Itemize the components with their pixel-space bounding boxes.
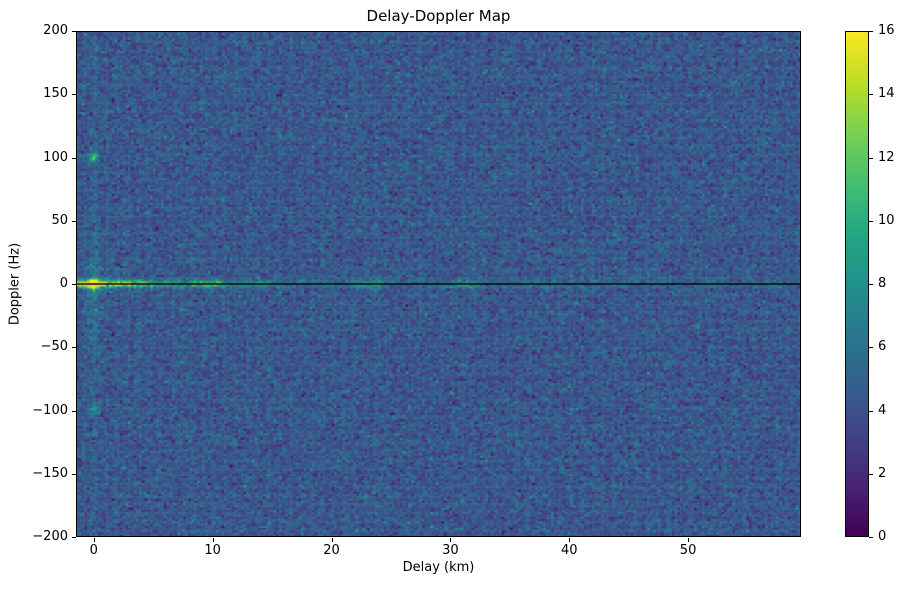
x-tick-mark [212, 538, 214, 542]
y-tick-label: 100 [43, 149, 68, 165]
x-tick-label: 40 [560, 543, 578, 558]
y-tick-label: −200 [32, 529, 68, 544]
x-tick-label: 20 [323, 543, 340, 558]
colorbar-tick-mark [869, 220, 873, 222]
x-tick-mark [93, 538, 95, 542]
x-tick-mark [569, 538, 571, 542]
colorbar-tick-label: 12 [878, 149, 895, 165]
colorbar-tick-label: 14 [878, 86, 895, 102]
y-tick-label: 200 [43, 23, 68, 38]
x-tick-label: 30 [442, 543, 459, 558]
y-tick-mark [72, 284, 76, 285]
colorbar-tick-label: 4 [878, 402, 887, 418]
colorbar-tick-mark [869, 94, 873, 96]
y-tick-mark [72, 31, 76, 32]
colorbar-tick-label: 16 [878, 23, 895, 38]
colorbar-tick-label: 2 [878, 465, 887, 481]
colorbar-tick-label: 10 [878, 212, 895, 228]
y-axis-label: Doppler (Hz) [7, 242, 23, 326]
heatmap-canvas [76, 31, 801, 537]
y-tick-label: 0 [59, 276, 68, 291]
colorbar-tick-mark [869, 31, 873, 32]
x-axis-label: Delay (km) [402, 560, 475, 575]
y-tick-label: 150 [43, 86, 68, 102]
y-tick-mark [72, 220, 76, 222]
y-tick-mark [72, 157, 76, 159]
y-tick-mark [72, 537, 76, 538]
x-tick-label: 0 [89, 543, 98, 558]
colorbar-tick-mark [869, 537, 873, 538]
y-tick-mark [72, 94, 76, 96]
x-tick-mark [331, 538, 333, 542]
colorbar-tick-mark [869, 157, 873, 159]
colorbar-tick-label: 8 [878, 276, 887, 291]
colorbar-tick-label: 6 [878, 339, 887, 355]
colorbar-tick-mark [869, 410, 873, 412]
x-tick-mark [688, 538, 690, 542]
colorbar-gradient [845, 31, 869, 537]
colorbar-tick-mark [869, 473, 873, 475]
colorbar-tick-label: 0 [878, 529, 887, 544]
y-tick-mark [72, 473, 76, 475]
x-tick-label: 10 [204, 543, 221, 558]
x-tick-mark [450, 538, 452, 542]
y-tick-label: 50 [51, 212, 68, 228]
y-tick-label: −50 [40, 339, 68, 355]
colorbar-tick-mark [869, 347, 873, 349]
y-tick-label: −150 [32, 465, 68, 481]
y-tick-label: −100 [32, 402, 68, 418]
chart-title: Delay-Doppler Map [366, 7, 511, 25]
y-tick-mark [72, 347, 76, 349]
x-tick-label: 50 [679, 543, 697, 558]
y-tick-mark [72, 410, 76, 412]
colorbar-tick-mark [869, 284, 873, 285]
